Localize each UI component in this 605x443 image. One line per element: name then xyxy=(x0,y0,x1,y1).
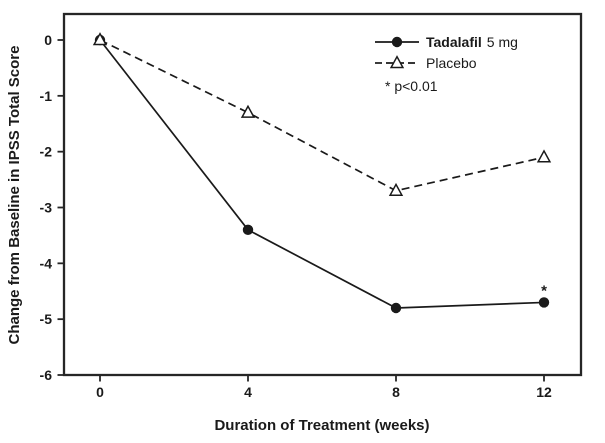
open-triangle-icon xyxy=(389,55,405,69)
x-tick-label: 4 xyxy=(244,384,252,400)
y-axis-ticks: 0 -1 -2 -3 -4 -5 -6 xyxy=(40,32,64,383)
filled-circle-marker xyxy=(538,297,550,308)
x-axis-title: Duration of Treatment (weeks) xyxy=(214,417,429,434)
y-tick-label: -4 xyxy=(40,255,53,271)
legend-note-pvalue: * p<0.01 xyxy=(385,78,438,94)
plot-border xyxy=(62,12,583,377)
x-tick-label: 12 xyxy=(536,384,552,400)
filled-circle-icon xyxy=(391,36,403,48)
x-tick-label: 8 xyxy=(392,384,400,400)
legend: Tadalafil 5 mg Placebo * p<0.01 xyxy=(375,34,518,94)
legend-label-tadalafil: Tadalafil 5 mg xyxy=(426,34,518,50)
legend-label-tadalafil-bold: Tadalafil xyxy=(426,34,482,50)
filled-circle-marker xyxy=(242,224,254,236)
y-tick-label: -3 xyxy=(40,199,53,215)
open-triangle-marker xyxy=(240,104,256,118)
annotation-layer: * xyxy=(541,283,547,300)
series-line-placebo xyxy=(99,39,545,192)
series-line-tadalafil xyxy=(99,39,545,309)
y-tick-label: -5 xyxy=(40,311,53,327)
y-tick-label: -1 xyxy=(40,88,53,104)
legend-label-placebo: Placebo xyxy=(426,55,477,71)
y-axis-title: Change from Baseline in IPSS Total Score xyxy=(6,46,23,345)
open-triangle-marker xyxy=(92,32,108,46)
y-tick-label: -6 xyxy=(40,367,53,383)
series-layer xyxy=(92,32,552,314)
open-triangle-marker xyxy=(388,182,404,196)
x-tick-label: 0 xyxy=(96,384,104,400)
y-tick-label: -2 xyxy=(40,144,53,160)
legend-label-tadalafil-dose: 5 mg xyxy=(487,34,518,50)
legend-label-placebo-text: Placebo xyxy=(426,55,477,71)
filled-circle-marker xyxy=(390,302,402,314)
y-tick-label: 0 xyxy=(44,32,52,48)
significance-asterisk: * xyxy=(541,283,547,300)
x-axis-ticks: 0 4 8 12 xyxy=(96,375,552,400)
open-triangle-marker xyxy=(536,149,552,163)
